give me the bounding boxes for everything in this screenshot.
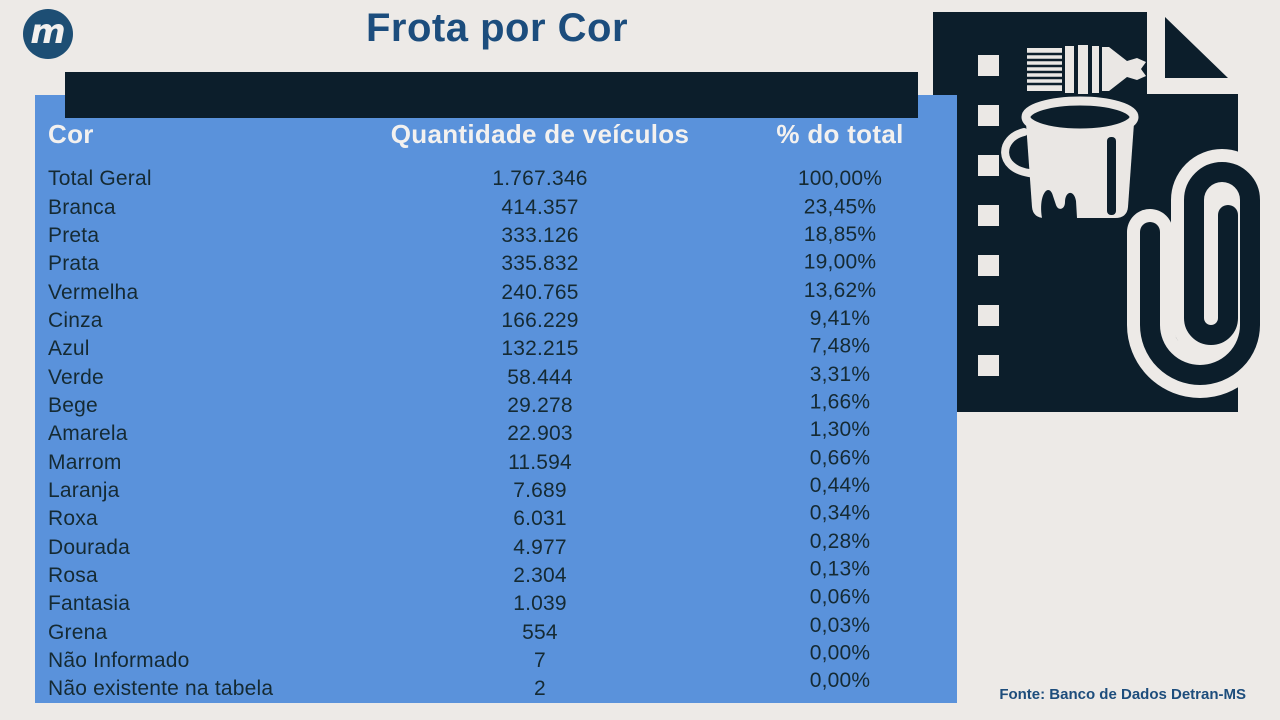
- brand-logo-letter: m: [30, 12, 66, 52]
- color-cell: Não existente na tabela: [48, 677, 274, 701]
- source-note: Fonte: Banco de Dados Detran-MS: [999, 686, 1246, 703]
- color-cell: Marrom: [48, 450, 122, 474]
- pct-cell: 0,28%: [809, 529, 871, 553]
- table-row: Prata 335.832 19,00%: [35, 250, 957, 278]
- table-row: Verde 58.444 3,31%: [35, 362, 957, 391]
- pct-cell: 18,85%: [803, 222, 877, 246]
- pct-cell: 100,00%: [797, 167, 883, 191]
- color-cell: Preta: [48, 223, 100, 247]
- qty-cell: 58.444: [507, 365, 573, 389]
- paint-document-icon: [933, 12, 1273, 412]
- qty-cell: 4.977: [513, 535, 567, 559]
- qty-cell: 333.126: [501, 223, 579, 247]
- table-row: Azul 132.215 7,48%: [35, 335, 957, 363]
- color-cell: Grena: [48, 620, 108, 644]
- color-cell: Verde: [48, 365, 104, 389]
- pct-cell: 0,66%: [809, 446, 871, 470]
- qty-cell: 1.767.346: [492, 167, 588, 191]
- pct-cell: 7,48%: [809, 334, 871, 358]
- qty-cell: 166.229: [501, 308, 579, 332]
- table-row: Marrom 11.594 0,66%: [35, 446, 957, 476]
- pct-cell: 0,00%: [809, 641, 871, 665]
- table-row: Cinza 166.229 9,41%: [35, 307, 957, 335]
- color-cell: Azul: [48, 337, 90, 361]
- pct-cell: 3,31%: [809, 362, 871, 386]
- qty-cell: 7.689: [513, 478, 567, 502]
- color-cell: Bege: [48, 393, 98, 417]
- pct-cell: 9,41%: [809, 306, 871, 330]
- pct-cell: 19,00%: [803, 250, 877, 274]
- color-cell: Vermelha: [48, 280, 139, 304]
- redacted-bar: [65, 72, 918, 118]
- paintbrush-icon: [1027, 45, 1146, 94]
- qty-cell: 11.594: [508, 450, 572, 474]
- qty-cell: 2.304: [513, 563, 567, 587]
- qty-cell: 132.215: [501, 337, 579, 361]
- paint-bucket-icon: [1001, 96, 1139, 218]
- pct-cell: 0,00%: [809, 669, 871, 693]
- table-body: Total Geral 1.767.346 100,00% Branca 414.357…: [35, 165, 957, 704]
- pct-cell: 23,45%: [803, 195, 877, 219]
- pct-cell: 1,66%: [809, 390, 871, 414]
- qty-cell: 414.357: [501, 195, 579, 219]
- pct-cell: 13,62%: [803, 278, 877, 302]
- color-cell: Prata: [48, 252, 100, 276]
- color-cell: Amarela: [48, 422, 128, 446]
- table-row: Amarela 22.903 1,30%: [35, 418, 957, 448]
- qty-cell: 6.031: [513, 507, 567, 531]
- qty-cell: 2: [534, 677, 546, 701]
- qty-cell: 29.278: [507, 393, 573, 417]
- qty-cell: 22.903: [507, 422, 573, 446]
- header-quantity: Quantidade de veículos: [390, 119, 690, 149]
- color-cell: Laranja: [48, 478, 120, 502]
- color-cell: Roxa: [48, 507, 98, 531]
- qty-cell: 554: [522, 620, 558, 644]
- table-row: Não existente na tabela 2 0,00%: [35, 669, 957, 703]
- qty-cell: 7: [534, 649, 546, 673]
- folded-corner-icon: [1165, 17, 1228, 78]
- header-percent: % do total: [776, 119, 904, 149]
- table-row: Grena 554 0,03%: [35, 613, 957, 647]
- table-row: Roxa 6.031 0,34%: [35, 501, 957, 533]
- binding-holes: [978, 55, 999, 376]
- pct-cell: 0,13%: [809, 557, 871, 581]
- table-row: Laranja 7.689 0,44%: [35, 474, 957, 505]
- fleet-table-panel: Cor Quantidade de veículos % do total To…: [35, 95, 957, 703]
- table-row: Rosa 2.304 0,13%: [35, 558, 957, 590]
- page-title: Frota por Cor: [365, 6, 629, 50]
- table-row: Fantasia 1.039 0,06%: [35, 586, 957, 618]
- table-row: Dourada 4.977 0,28%: [35, 529, 957, 561]
- table-row: Vermelha 240.765 13,62%: [35, 278, 957, 306]
- pct-cell: 0,44%: [809, 474, 871, 498]
- table-row: Total Geral 1.767.346 100,00%: [35, 165, 957, 193]
- table-row: Branca 414.357 23,45%: [35, 193, 957, 221]
- qty-cell: 335.832: [501, 252, 579, 276]
- paint-document-illustration: [931, 10, 1276, 415]
- color-cell: Dourada: [48, 535, 130, 559]
- paperclip-icon: [1127, 149, 1273, 398]
- table-row: Preta 333.126 18,85%: [35, 222, 957, 250]
- qty-cell: 1.039: [513, 592, 567, 616]
- table-row: Não Informado 7 0,00%: [35, 641, 957, 675]
- color-cell: Fantasia: [48, 592, 131, 616]
- qty-cell: 240.765: [501, 280, 579, 304]
- color-cell: Branca: [48, 195, 116, 219]
- color-cell: Total Geral: [48, 167, 152, 191]
- pct-cell: 1,30%: [809, 418, 871, 442]
- pct-cell: 0,06%: [809, 585, 871, 609]
- brand-logo: m: [23, 9, 73, 59]
- table-header-row: Cor Quantidade de veículos % do total: [35, 119, 957, 150]
- pct-cell: 0,34%: [809, 501, 871, 525]
- color-cell: Rosa: [48, 563, 98, 587]
- header-color: Cor: [48, 119, 94, 149]
- table-row: Bege 29.278 1,66%: [35, 390, 957, 420]
- pct-cell: 0,03%: [809, 613, 871, 637]
- color-cell: Cinza: [48, 308, 103, 332]
- color-cell: Não Informado: [48, 649, 190, 673]
